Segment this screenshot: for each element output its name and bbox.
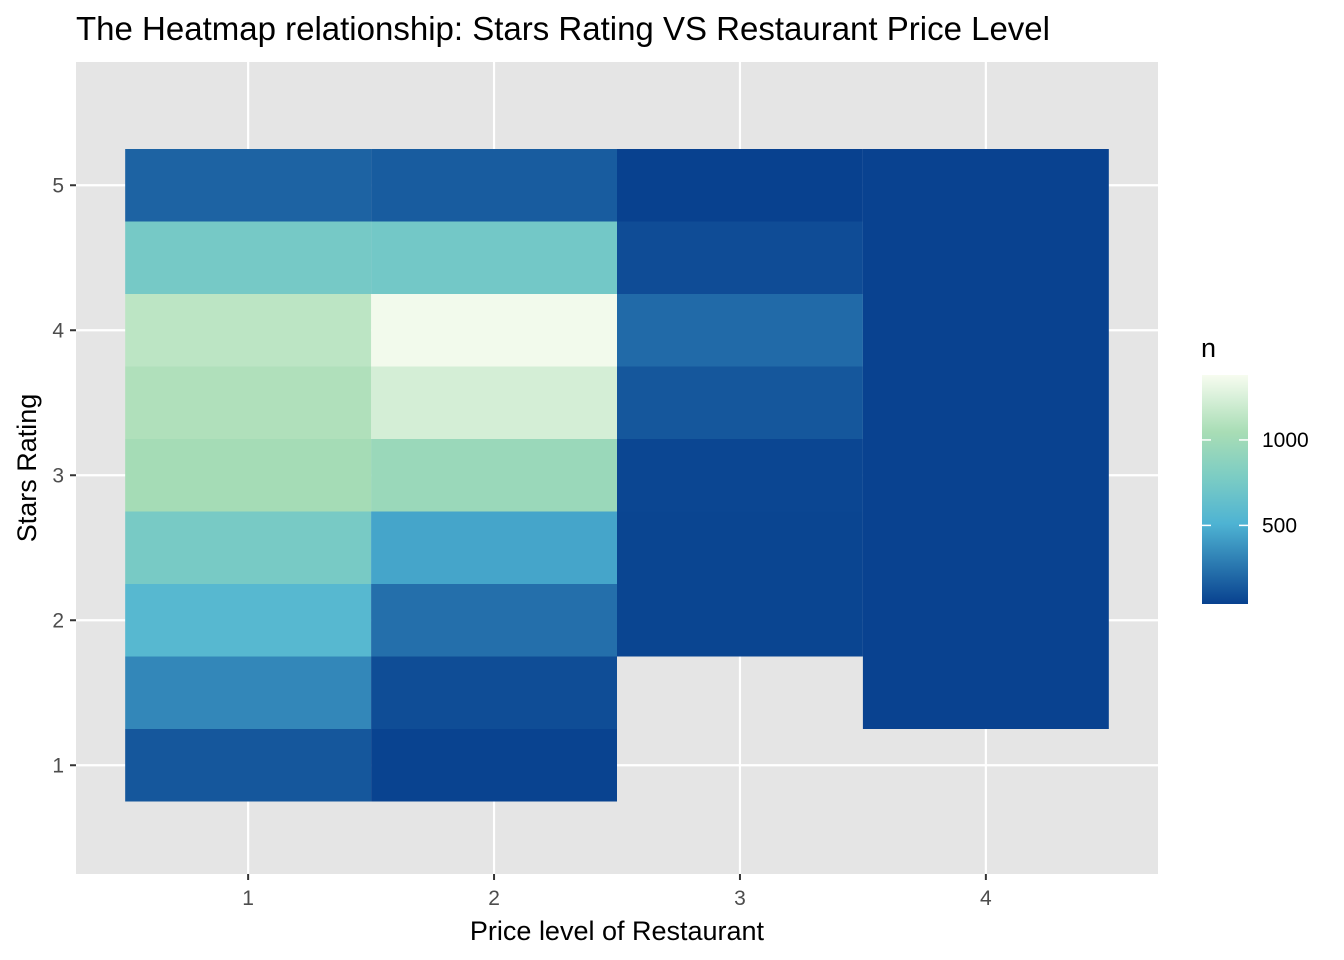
heatmap-tile (125, 656, 372, 729)
y-tick-label: 4 (52, 319, 64, 342)
y-axis-title: Stars Rating (12, 394, 42, 543)
y-tick-label: 5 (52, 174, 64, 197)
x-tick-label: 2 (488, 887, 500, 910)
x-axis-title: Price level of Restaurant (470, 916, 765, 946)
heatmap-tiles (125, 149, 1109, 802)
legend-title: n (1201, 333, 1216, 363)
heatmap-tile (862, 366, 1109, 439)
heatmap-tile (125, 294, 372, 367)
heatmap-tile (371, 729, 617, 802)
heatmap-tile (125, 439, 372, 512)
heatmap-tile (617, 221, 863, 294)
color-legend: n 500 1000 (1201, 333, 1309, 604)
heatmap-tile (617, 439, 863, 512)
heatmap-tile (371, 221, 617, 294)
heatmap-tile (125, 221, 372, 294)
x-tick-label: 4 (980, 887, 992, 910)
heatmap-tile (371, 511, 617, 584)
y-tick-label: 1 (52, 754, 64, 777)
heatmap-tile (862, 584, 1109, 657)
heatmap-tile (371, 656, 617, 729)
heatmap-tile (125, 511, 372, 584)
heatmap-tile (125, 366, 372, 439)
heatmap-tile (862, 149, 1109, 222)
y-tick-label: 3 (52, 464, 64, 487)
heatmap-tile (617, 366, 863, 439)
heatmap-tile (862, 221, 1109, 294)
heatmap-tile (125, 149, 372, 222)
heatmap-tile (371, 439, 617, 512)
legend-ticks: 500 1000 (1202, 429, 1309, 537)
heatmap-tile (371, 366, 617, 439)
heatmap-tile (862, 439, 1109, 512)
heatmap-tile (862, 656, 1109, 729)
x-tick-label: 3 (734, 887, 746, 910)
heatmap-tile (371, 584, 617, 657)
legend-tick-label: 500 (1262, 514, 1297, 537)
heatmap-tile (862, 294, 1109, 367)
legend-colorbar (1202, 375, 1248, 604)
x-tick-label: 1 (242, 887, 254, 910)
heatmap-tile (125, 584, 372, 657)
heatmap-tile (125, 729, 372, 802)
heatmap-tile (617, 294, 863, 367)
heatmap-tile (371, 294, 617, 367)
heatmap-tile (862, 511, 1109, 584)
heatmap-tile (617, 511, 863, 584)
x-axis-ticks: 1 2 3 4 (242, 874, 992, 910)
heatmap-tile (371, 149, 617, 222)
y-axis-ticks: 1 2 3 4 5 (52, 174, 76, 777)
legend-tick-label: 1000 (1262, 429, 1309, 452)
heatmap-tile (617, 149, 863, 222)
heatmap-tile (617, 584, 863, 657)
y-tick-label: 2 (52, 609, 64, 632)
chart-title: The Heatmap relationship: Stars Rating V… (76, 10, 1050, 47)
